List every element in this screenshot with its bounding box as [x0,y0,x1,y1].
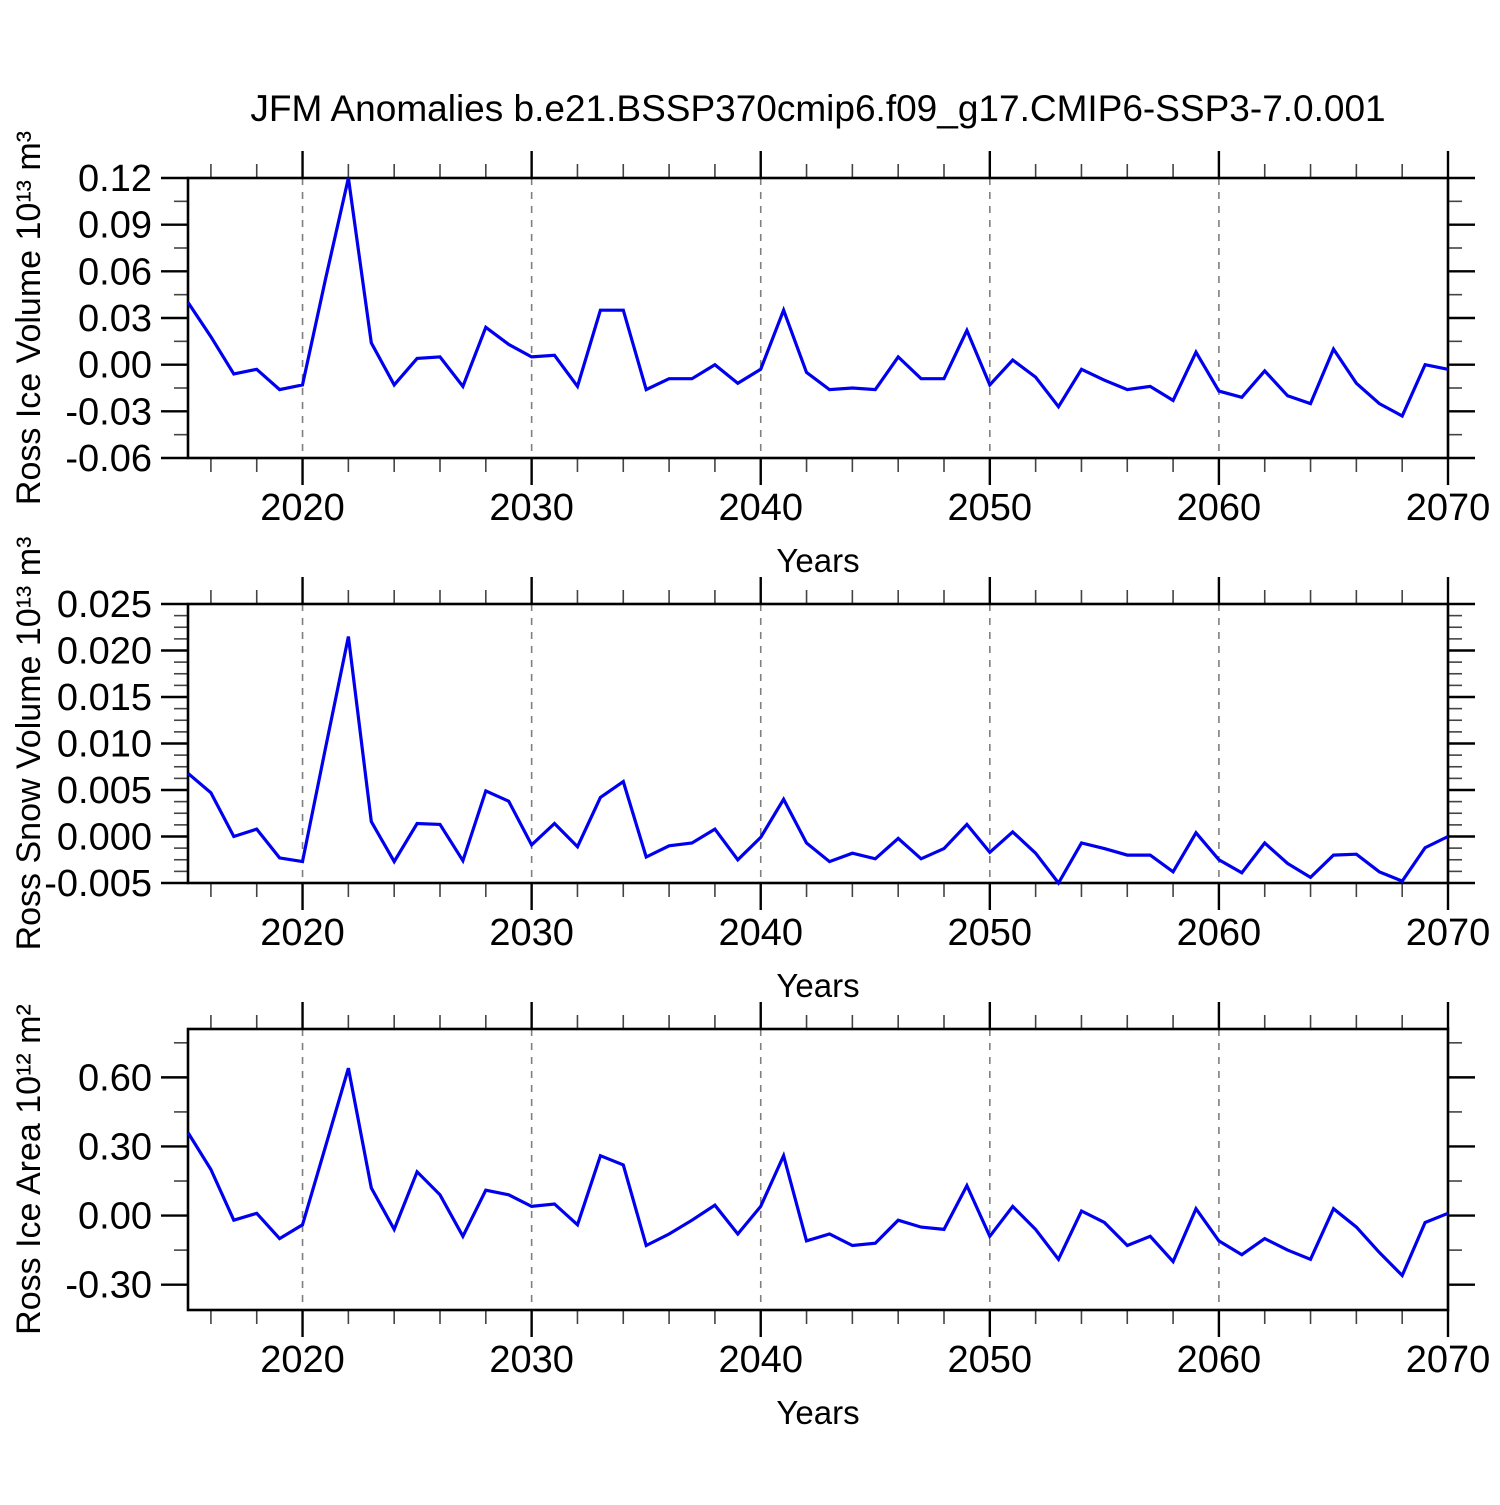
y-tick-label: 0.00 [78,345,152,387]
x-tick-label: 2030 [489,912,574,954]
plot-frame [186,1027,1450,1312]
y-tick-label: 0.000 [57,817,152,859]
y-tick-label: 0.005 [57,770,152,812]
x-tick-label: 2060 [1177,1339,1262,1381]
y-tick-label: -0.005 [44,863,152,905]
x-tick-label: 2070 [1406,487,1491,529]
y-tick-label: 0.30 [78,1126,152,1168]
y-axis-title-ross-ice-volume: Ross Ice Volume 10¹³ m³ [10,131,48,505]
x-tick-label: 2030 [489,1339,574,1381]
y-tick-label: 0.60 [78,1057,152,1099]
x-tick-label: 2040 [718,487,803,529]
y-tick-label: 0.03 [78,298,152,340]
y-tick-label: 0.025 [57,584,152,626]
y-tick-label: -0.06 [65,438,152,480]
y-tick-label: 0.00 [78,1196,152,1238]
x-tick-label: 2050 [948,487,1033,529]
x-tick-label: 2020 [260,1339,345,1381]
y-tick-label: 0.010 [57,724,152,766]
x-tick-label: 2020 [260,912,345,954]
x-tick-label: 2020 [260,487,345,529]
x-tick-label: 2030 [489,487,574,529]
chart-title: JFM Anomalies b.e21.BSSP370cmip6.f09_g17… [250,88,1386,129]
y-tick-label: 0.06 [78,251,152,293]
series-line-ross-ice-area [186,1067,1449,1279]
y-axis-title-ross-snow-volume: Ross Snow Volume 10¹³ m³ [10,537,48,951]
y-tick-label: 0.020 [57,631,152,673]
x-tick-label: 2070 [1406,912,1491,954]
plot-frame [186,176,1450,460]
x-axis-title: Years [776,967,859,1004]
x-tick-label: 2040 [718,1339,803,1381]
x-tick-label: 2060 [1177,912,1262,954]
series-line-ross-ice-volume [186,177,1449,419]
x-axis-title: Years [776,542,859,579]
x-tick-label: 2040 [718,912,803,954]
y-tick-label: 0.015 [57,677,152,719]
x-tick-label: 2060 [1177,487,1262,529]
plot-frame [186,602,1450,885]
x-tick-label: 2050 [948,1339,1033,1381]
x-tick-label: 2070 [1406,1339,1491,1381]
y-tick-label: 0.09 [78,205,152,247]
y-axis-title-ross-ice-area: Ross Ice Area 10¹² m² [10,1004,48,1335]
y-tick-label: 0.12 [78,158,152,200]
x-axis-title: Years [776,1394,859,1431]
series-line-ross-snow-volume [186,636,1449,886]
y-tick-label: -0.03 [65,391,152,433]
y-tick-label: -0.30 [65,1265,152,1307]
x-tick-label: 2050 [948,912,1033,954]
